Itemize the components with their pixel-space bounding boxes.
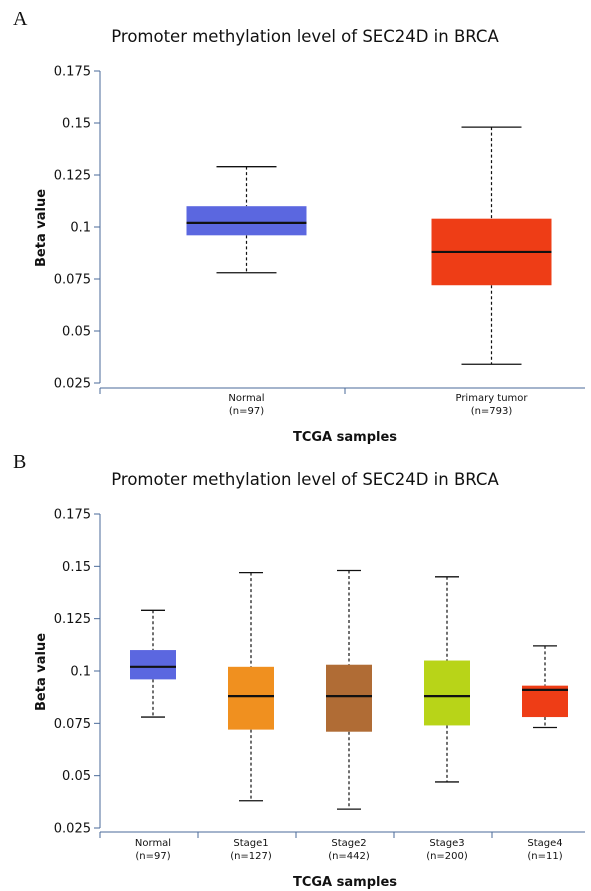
panel-b-box-stage3-count-label: (n=200) — [426, 851, 468, 862]
panel-a-y-tick-label: 0.15 — [62, 117, 91, 132]
panel-b-y-tick-label: 0.075 — [54, 717, 91, 732]
panel-b-box-stage3-category-label: Stage3 — [429, 838, 464, 849]
panel-a-box-normal-iqr — [186, 206, 307, 236]
panel-a-x-axis-label: TCGA samples — [293, 430, 397, 445]
panel-a-y-tick-label: 0.05 — [62, 325, 91, 340]
panel-a-y-tick-label: 0.025 — [54, 377, 91, 392]
panel-b-box-stage4-category-label: Stage4 — [527, 838, 562, 849]
panel-b-title: Promoter methylation level of SEC24D in … — [111, 470, 499, 489]
panel-b-y-tick-label: 0.1 — [70, 665, 91, 680]
panel-a-y-tick-label: 0.075 — [54, 273, 91, 288]
panel-b-box-stage2-count-label: (n=442) — [328, 851, 370, 862]
panel-b-box-stage3-iqr — [424, 660, 470, 726]
panel-b-plot: 0.175 0.15 0.125 0.1 0.075 0.05 0.025 Normal (n=… — [54, 508, 585, 862]
panel-b-box-stage1-iqr — [228, 666, 274, 730]
panel-a-box-primary-tumor-category-label: Primary tumor — [455, 393, 528, 404]
panel-b-y-tick-label: 0.175 — [54, 508, 91, 523]
panel-a-box-primary-tumor-count-label: (n=793) — [471, 406, 513, 417]
panel-b-x-axis-label: TCGA samples — [293, 875, 397, 890]
panel-b-box-stage2-category-label: Stage2 — [331, 838, 366, 849]
panel-b-box-stage2-iqr — [326, 664, 372, 732]
panel-a-plot: 0.175 0.15 0.125 0.1 0.075 0.05 0.025 Normal (n=… — [54, 65, 585, 417]
panel-b-letter: B — [13, 451, 26, 473]
panel-b-box-normal-count-label: (n=97) — [135, 851, 170, 862]
panel-b-y-tick-label: 0.05 — [62, 769, 91, 784]
panel-a-y-tick-label: 0.1 — [70, 221, 91, 236]
panel-b-y-tick-label: 0.025 — [54, 822, 91, 837]
panel-a-title: Promoter methylation level of SEC24D in … — [111, 27, 499, 46]
panel-b-box-normal-iqr — [130, 650, 176, 680]
panel-a-y-tick-label: 0.175 — [54, 65, 91, 80]
panel-a-letter: A — [13, 8, 28, 30]
panel-b-y-tick-label: 0.125 — [54, 612, 91, 627]
panel-a-box-normal-category-label: Normal — [228, 393, 264, 404]
panel-a-y-tick-label: 0.125 — [54, 169, 91, 184]
panel-b-box-normal-category-label: Normal — [135, 838, 171, 849]
panel-a-y-axis-label: Beta value — [34, 189, 49, 267]
panel-b-box-stage4-count-label: (n=11) — [527, 851, 562, 862]
panel-b-y-axis-label: Beta value — [34, 633, 49, 711]
panel-b-box-stage1-count-label: (n=127) — [230, 851, 272, 862]
panel-b-y-tick-label: 0.15 — [62, 560, 91, 575]
panel-a-box-normal-count-label: (n=97) — [229, 406, 264, 417]
panel-b-box-stage1-category-label: Stage1 — [233, 838, 268, 849]
